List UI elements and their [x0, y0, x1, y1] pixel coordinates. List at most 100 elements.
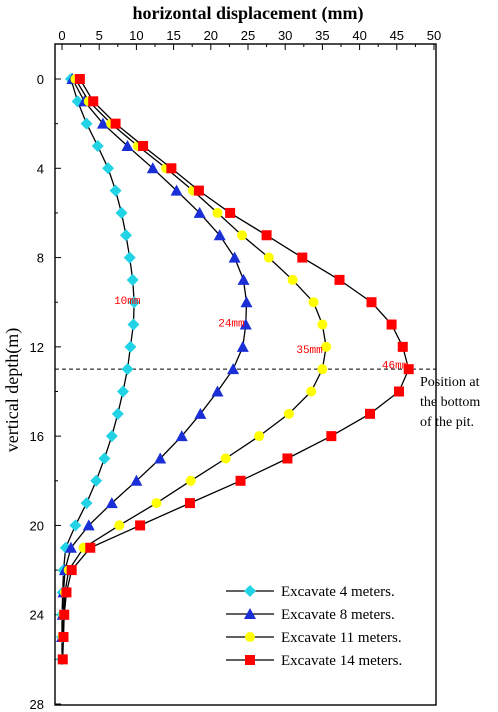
- data-point: [59, 609, 70, 620]
- data-point: [185, 475, 196, 486]
- data-point: [146, 162, 159, 174]
- x-tick-label: 5: [96, 28, 103, 43]
- data-point: [237, 273, 250, 285]
- data-point: [111, 407, 124, 420]
- data-point: [263, 252, 274, 263]
- data-point: [261, 230, 272, 241]
- legend-item: Excavate 11 meters.: [226, 630, 402, 646]
- data-point: [105, 497, 118, 509]
- data-point: [66, 565, 77, 576]
- data-point: [297, 252, 308, 263]
- data-point: [128, 296, 141, 309]
- data-point: [69, 519, 82, 532]
- data-point: [80, 497, 93, 510]
- x-tick-label: 35: [315, 28, 329, 43]
- data-point: [119, 229, 132, 242]
- data-point: [127, 318, 140, 331]
- data-point: [166, 163, 177, 174]
- data-point: [91, 139, 104, 152]
- data-point: [184, 498, 195, 509]
- data-point: [403, 364, 414, 375]
- data-point: [334, 274, 345, 285]
- data-point: [287, 274, 298, 285]
- peak-annotation: 46mm: [382, 361, 409, 373]
- data-point: [227, 363, 240, 375]
- series-line: [62, 78, 327, 638]
- y-tick-label: 28: [30, 697, 44, 712]
- x-axis-ticks: 0 5 10 15 20 25 30 35 40 45 50: [58, 28, 441, 50]
- legend-label: Excavate 4 meters.: [281, 584, 395, 600]
- x-tick-label: 20: [204, 28, 218, 43]
- pit-bottom-note-line-2: the bottom: [420, 395, 480, 410]
- data-point: [130, 474, 143, 486]
- y-axis-ticks: 0 4 8 12 16 20 24 28: [30, 72, 61, 712]
- data-point: [175, 430, 188, 442]
- data-point: [57, 654, 68, 665]
- data-point: [237, 230, 248, 241]
- plot-frame: [54, 43, 437, 706]
- data-point: [154, 452, 167, 464]
- data-point: [123, 251, 136, 264]
- data-point: [61, 587, 72, 598]
- data-point: [308, 297, 319, 308]
- data-point: [213, 229, 226, 241]
- annotation-layer: 10mm 24mm 35mm 46mm: [114, 296, 409, 373]
- data-point: [82, 519, 95, 531]
- data-point: [90, 474, 103, 487]
- x-tick-label: 50: [427, 28, 441, 43]
- data-point: [58, 632, 69, 643]
- data-point: [386, 319, 397, 330]
- data-point: [225, 207, 236, 218]
- data-point: [102, 162, 115, 175]
- data-point: [365, 408, 376, 419]
- y-tick-label: 24: [30, 608, 44, 623]
- data-point: [85, 542, 96, 553]
- y-tick-label: 12: [30, 340, 44, 355]
- data-point: [236, 340, 249, 352]
- legend-marker: [245, 655, 255, 665]
- data-point: [321, 341, 332, 352]
- data-point: [74, 74, 85, 84]
- y-tick-label: 0: [37, 72, 44, 87]
- legend-marker: [244, 608, 256, 619]
- legend-marker: [245, 632, 255, 642]
- data-point: [121, 363, 134, 376]
- data-point: [235, 475, 246, 486]
- data-point: [283, 408, 294, 419]
- legend-item: Excavate 8 meters.: [226, 607, 395, 623]
- peak-annotation: 24mm: [218, 318, 245, 330]
- data-point: [397, 341, 408, 352]
- pit-bottom-note-line-3: of the pit.: [420, 415, 474, 430]
- data-point: [240, 296, 253, 308]
- data-point: [194, 407, 207, 419]
- x-tick-label: 15: [166, 28, 180, 43]
- data-point: [366, 297, 377, 308]
- y-tick-label: 16: [30, 429, 44, 444]
- data-point: [151, 498, 162, 509]
- legend-label: Excavate 8 meters.: [281, 607, 395, 623]
- x-tick-label: 0: [58, 28, 65, 43]
- legend-label: Excavate 11 meters.: [281, 630, 402, 646]
- peak-annotation: 35mm: [296, 345, 323, 357]
- legend-item: Excavate 14 meters.: [226, 653, 402, 669]
- data-point: [80, 117, 93, 130]
- data-point: [193, 206, 206, 218]
- series-4: [57, 74, 414, 665]
- data-point: [64, 541, 77, 553]
- y-tick-label: 4: [37, 161, 44, 176]
- data-point: [115, 206, 128, 219]
- data-point: [326, 431, 337, 442]
- legend-marker: [244, 585, 256, 597]
- data-point: [105, 430, 118, 443]
- legend-item: Excavate 4 meters.: [226, 584, 395, 600]
- pit-bottom-note-line-1: Position at: [420, 375, 480, 390]
- y-tick-label: 20: [30, 518, 44, 533]
- series-layer: [56, 73, 414, 666]
- data-point: [96, 117, 109, 129]
- data-point: [193, 185, 204, 196]
- x-tick-label: 25: [241, 28, 255, 43]
- y-axis-title: vertical depth(m): [2, 328, 23, 452]
- data-point: [88, 96, 99, 107]
- data-point: [110, 118, 121, 129]
